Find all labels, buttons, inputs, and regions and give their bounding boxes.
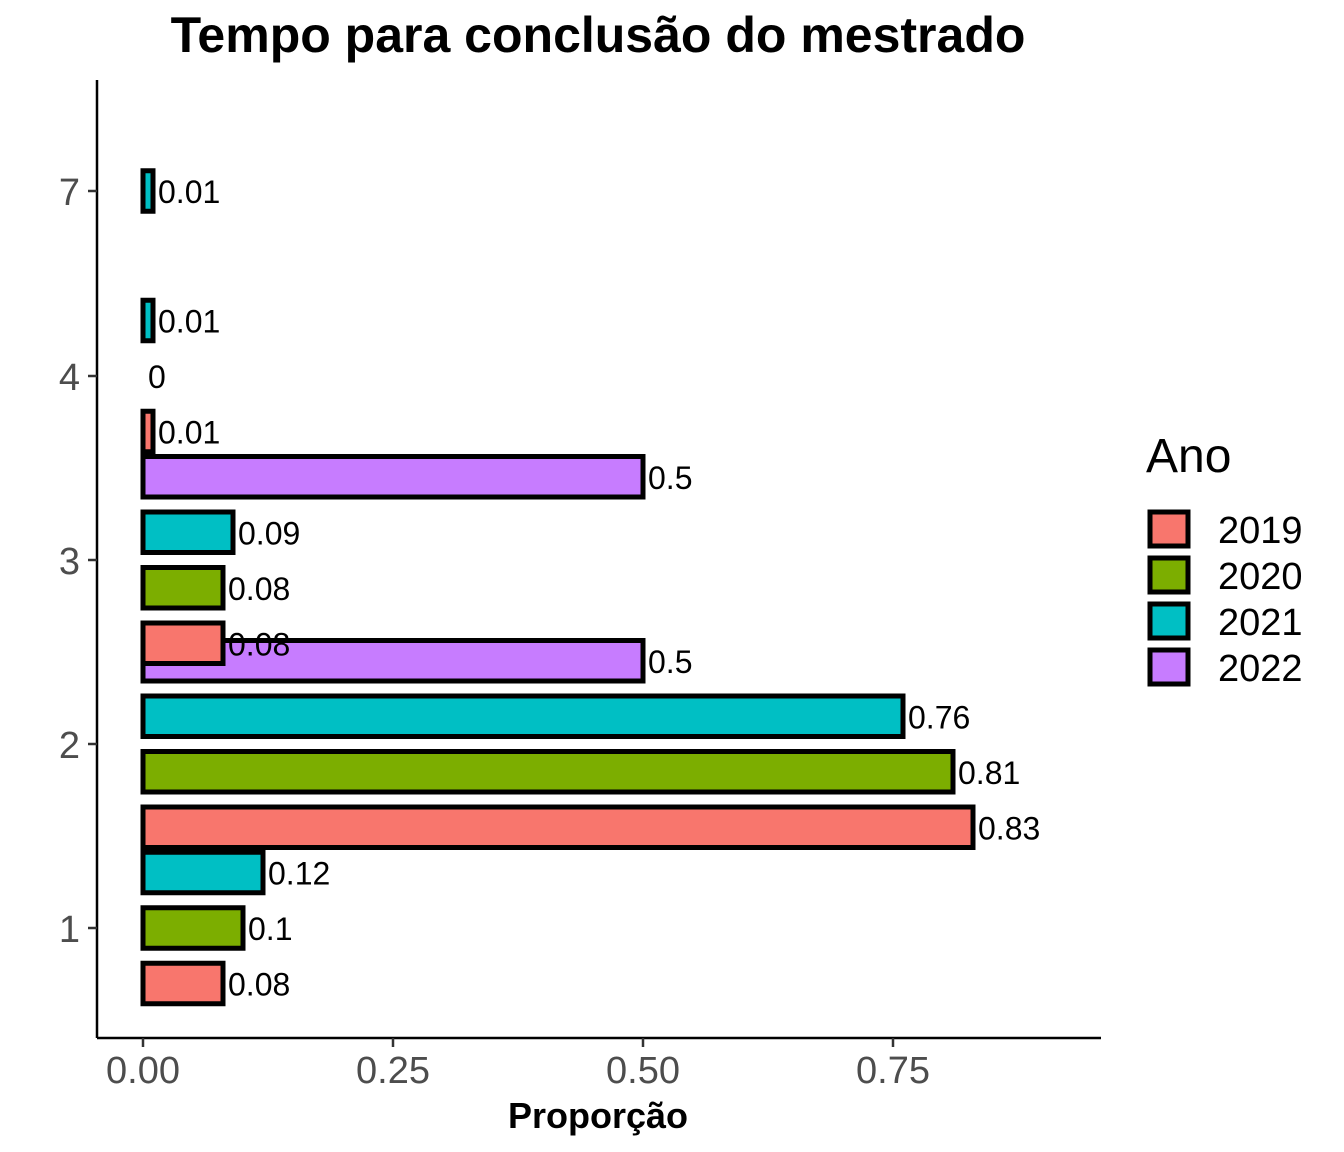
data-label-2-2020: 0.81 [958, 755, 1020, 791]
legend-title: Ano [1146, 430, 1231, 483]
data-label-3-2020: 0.08 [228, 571, 290, 607]
y-axis: 1 2 3 4 7 [59, 172, 97, 951]
legend-key-2022 [1147, 647, 1191, 687]
bar-4-2019 [140, 408, 156, 455]
data-label-3-2022: 0.5 [648, 460, 692, 496]
x-tick-label: 0.00 [106, 1050, 180, 1092]
data-label-1-2019: 0.08 [228, 967, 290, 1003]
bar-2-2019 [140, 804, 976, 850]
data-label-4-2020: 0 [148, 359, 166, 395]
plot-area: 0.08 0.1 0.12 0.83 0.81 0.76 0.5 0.08 0.08 0.09 0.… [140, 168, 1040, 1007]
bar-2-2021 [140, 693, 906, 739]
y-tick-label-4: 4 [59, 357, 80, 399]
bar-1-2019 [140, 960, 226, 1007]
bar-2-2020 [140, 749, 956, 795]
bar-1-2020 [140, 905, 246, 951]
legend-label-2020: 2020 [1218, 556, 1303, 598]
x-axis: 0.00 0.25 0.50 0.75 [106, 1038, 930, 1092]
data-label-2-2021: 0.76 [908, 699, 970, 735]
data-label-1-2020: 0.1 [248, 911, 292, 947]
x-tick-label: 0.50 [606, 1050, 680, 1092]
bar-3-2020 [140, 565, 226, 611]
y-tick-label-7: 7 [59, 172, 80, 214]
x-axis-title: Proporção [508, 1095, 688, 1136]
data-label-3-2021: 0.09 [238, 515, 300, 551]
bar-1-2021 [140, 849, 266, 896]
y-tick-label-2: 2 [59, 725, 80, 767]
legend-label-2019: 2019 [1218, 510, 1303, 552]
x-tick-label: 0.25 [356, 1050, 430, 1092]
bar-3-2019 [140, 620, 226, 666]
data-label-3-2019: 0.08 [228, 626, 290, 662]
bar-3-2021 [140, 509, 236, 555]
bar-4-2021 [140, 297, 156, 344]
bar-7-2021 [140, 168, 156, 214]
data-label-1-2021: 0.12 [268, 856, 330, 892]
legend-key-2020 [1147, 555, 1191, 595]
bar-3-2022 [140, 454, 646, 500]
legend-key-2019 [1147, 509, 1191, 549]
data-label-2-2019: 0.83 [978, 810, 1040, 846]
data-label-4-2021: 0.01 [158, 304, 220, 340]
legend-label-2022: 2022 [1218, 648, 1303, 690]
y-tick-label-3: 3 [59, 541, 80, 583]
x-tick-label: 0.75 [856, 1050, 930, 1092]
y-tick-label-1: 1 [59, 909, 80, 951]
legend-key-2021 [1147, 601, 1191, 641]
data-label-4-2019: 0.01 [158, 415, 220, 451]
data-label-7-2021: 0.01 [158, 174, 220, 210]
chart-title: Tempo para conclusão do mestrado [171, 7, 1026, 63]
legend-label-2021: 2021 [1218, 602, 1303, 644]
data-label-2-2022: 0.5 [648, 644, 692, 680]
